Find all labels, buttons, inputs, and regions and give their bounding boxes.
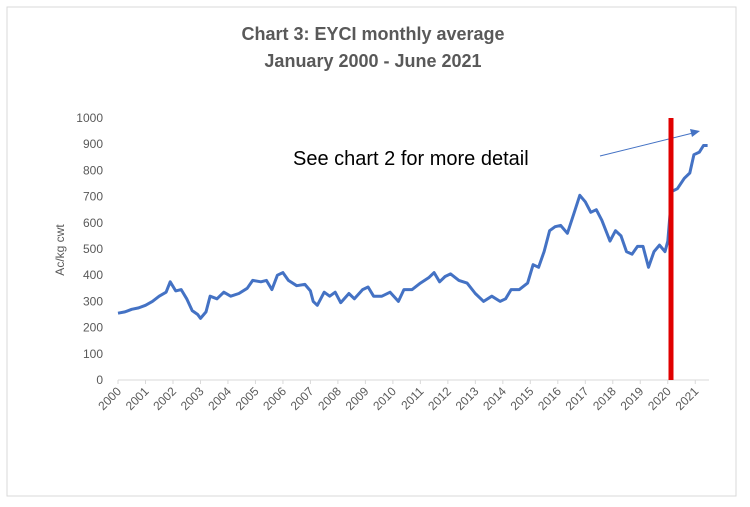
annotation-arrow (599, 132, 694, 157)
y-tick-label: 200 (83, 321, 103, 335)
chart-title: Chart 3: EYCI monthly average (241, 24, 504, 44)
arrow-head (690, 129, 700, 137)
y-tick-label: 700 (83, 190, 103, 204)
y-tick-label: 500 (83, 242, 103, 256)
y-tick-label: 900 (83, 137, 103, 151)
chart-subtitle: January 2000 - June 2021 (264, 51, 481, 71)
y-tick-label: 100 (83, 347, 103, 361)
chart-border (6, 6, 737, 497)
y-tick-label: 300 (83, 294, 103, 308)
y-tick-label: 600 (83, 216, 103, 230)
y-axis-label: Ac/kg cwt (53, 224, 67, 276)
y-tick-label: 400 (83, 268, 103, 282)
y-tick-label: 0 (96, 373, 103, 387)
y-tick-label: 800 (83, 163, 103, 177)
data-line (117, 144, 708, 320)
y-tick-label: 1000 (76, 111, 103, 125)
annotation: See chart 2 for more detail (293, 148, 529, 170)
